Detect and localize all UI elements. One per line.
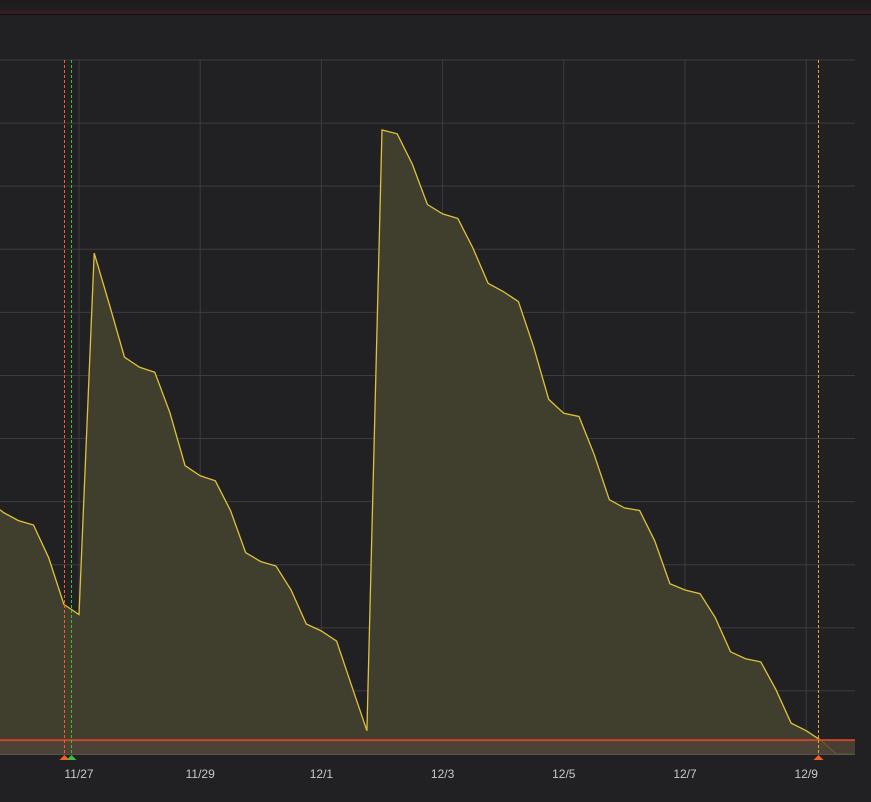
threshold-region bbox=[0, 740, 855, 754]
x-tick-label: 12/7 bbox=[673, 767, 697, 781]
annotation-marker-icon bbox=[59, 755, 70, 760]
x-tick-label: 12/9 bbox=[795, 767, 819, 781]
series-area-fill bbox=[0, 130, 852, 754]
panel-header-bar bbox=[0, 0, 871, 15]
series-line bbox=[0, 129, 852, 755]
annotation-marker-icon bbox=[813, 755, 824, 760]
x-tick-label: 12/5 bbox=[552, 767, 576, 781]
annotation-marker-icon bbox=[66, 755, 77, 760]
x-tick-label: 11/29 bbox=[186, 767, 215, 781]
x-tick-label: 12/1 bbox=[310, 767, 334, 781]
x-tick-label: 11/27 bbox=[64, 767, 93, 781]
x-tick-label: 12/3 bbox=[431, 767, 455, 781]
